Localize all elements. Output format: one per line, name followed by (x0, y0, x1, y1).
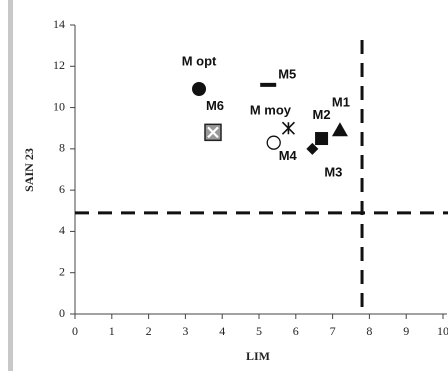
y-tick-label: 0 (59, 306, 65, 320)
point-label: M3 (324, 164, 342, 179)
marker-shape (306, 142, 319, 155)
y-tick-label: 14 (53, 17, 65, 31)
x-tick-label: 1 (109, 324, 115, 338)
marker (192, 81, 207, 96)
y-tick-label: 4 (59, 223, 65, 237)
point-label: M4 (279, 148, 298, 163)
x-tick-label: 3 (182, 324, 188, 338)
marker-shape (207, 126, 219, 139)
y-tick-label: 2 (59, 264, 65, 278)
marker (204, 123, 222, 142)
point-label: M opt (182, 53, 217, 68)
marker (260, 82, 277, 87)
x-tick-label: 2 (146, 324, 152, 338)
marker-shape (281, 121, 296, 135)
x-axis-title: LIM (246, 349, 270, 363)
y-tick-label: 6 (59, 182, 65, 196)
point-label: M1 (332, 95, 350, 110)
x-tick-label: 5 (256, 324, 262, 338)
marker (266, 135, 281, 150)
point-label: M5 (278, 66, 296, 81)
y-tick-label: 8 (59, 141, 65, 155)
marker (281, 121, 296, 135)
x-tick-label: 8 (366, 324, 372, 338)
x-tick-label: 10 (437, 324, 448, 338)
side-bar (8, 0, 13, 371)
y-axis-title: SAIN 23 (22, 148, 36, 192)
x-tick-label: 7 (330, 324, 336, 338)
marker (315, 132, 329, 146)
marker-shape (315, 132, 329, 146)
marker-shape (260, 82, 277, 87)
marker (306, 142, 319, 155)
marker (331, 122, 348, 137)
marker-shape (192, 81, 207, 96)
y-tick-label: 12 (53, 58, 65, 72)
marker-shape (331, 122, 348, 137)
x-tick-label: 4 (219, 324, 225, 338)
y-tick-label: 10 (53, 99, 65, 113)
x-tick-label: 0 (72, 324, 78, 338)
point-label: M6 (206, 98, 224, 113)
point-label: M moy (250, 103, 292, 118)
x-tick-label: 9 (403, 324, 409, 338)
x-tick-label: 6 (293, 324, 299, 338)
point-label: M2 (313, 107, 331, 122)
marker-shape (266, 135, 281, 150)
